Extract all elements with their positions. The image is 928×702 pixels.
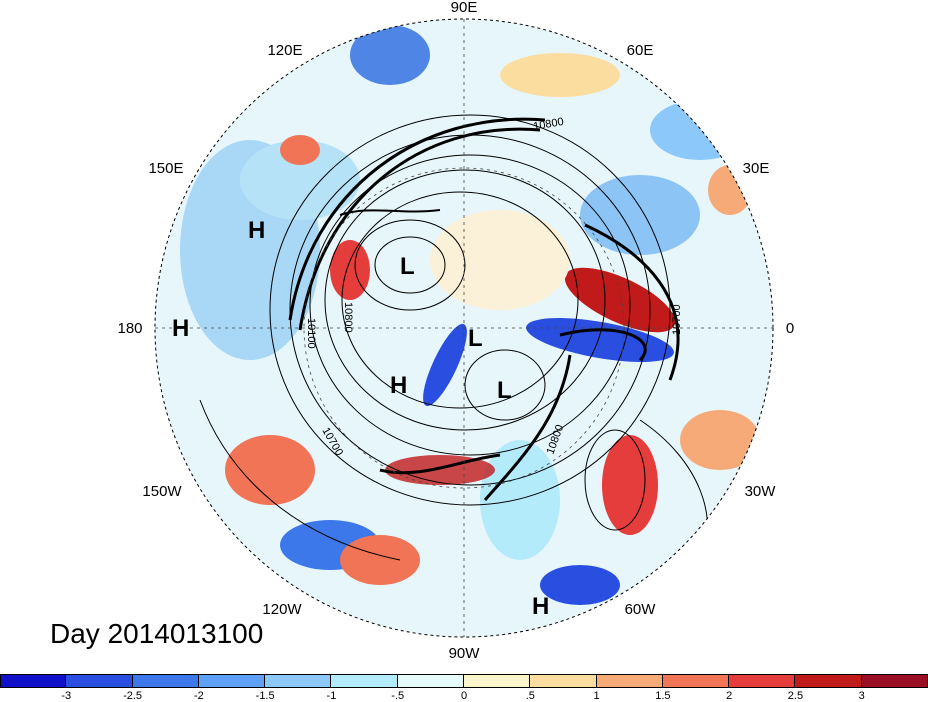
colorbar-swatch xyxy=(530,674,597,688)
contour-label: 10700 xyxy=(671,304,683,335)
colorbar-tick-label: .5 xyxy=(525,690,535,702)
colorbar-swatch xyxy=(596,674,663,688)
anomaly-field xyxy=(155,19,773,637)
high-center-marker: H xyxy=(172,315,189,342)
lon-label-150e: 150E xyxy=(148,160,183,177)
lon-label-120w: 120W xyxy=(262,601,302,618)
map-title: Day 2014013100 xyxy=(50,618,264,649)
lon-label-180: 180 xyxy=(117,320,142,337)
lon-label-90e: 90E xyxy=(451,0,478,16)
colorbar-swatch xyxy=(662,674,730,688)
height-contours xyxy=(199,114,708,561)
colorbar-swatch xyxy=(66,674,133,688)
colorbar-tick-label: 0 xyxy=(460,690,468,702)
colorbar-tick-label: -1 xyxy=(326,690,337,702)
graticule xyxy=(155,19,773,637)
contour-label: 10100 xyxy=(305,318,317,349)
colorbar-swatch xyxy=(198,674,266,688)
low-center-marker: L xyxy=(497,377,512,404)
colorbar-tick-label: -2 xyxy=(193,690,204,702)
colorbar-swatch xyxy=(729,674,796,688)
colorbar-swatch xyxy=(464,674,531,688)
colorbar-swatch xyxy=(795,674,862,688)
high-center-marker: H xyxy=(390,372,407,399)
polar-stereographic-map: 90E 60E 30E 0 30W 60W 90W 120W 150W 180 … xyxy=(117,0,794,662)
lon-label-60w: 60W xyxy=(625,601,657,618)
colorbar-swatch xyxy=(397,674,464,688)
colorbar-tick-label: 2 xyxy=(726,690,733,702)
lon-label-30w: 30W xyxy=(745,483,777,500)
colorbar-tick-label: 1.5 xyxy=(655,690,671,702)
low-center-marker: L xyxy=(468,325,483,352)
lon-label-30e: 30E xyxy=(743,160,770,177)
colorbar-swatch xyxy=(0,674,67,688)
colorbar-swatch xyxy=(265,674,332,688)
pressure-centers: H L L L H H H xyxy=(172,217,549,620)
low-center-marker: L xyxy=(400,253,415,280)
longitude-labels: 90E 60E 30E 0 30W 60W 90W 120W 150W 180 … xyxy=(117,0,794,662)
lon-label-0: 0 xyxy=(786,320,794,337)
high-center-marker: H xyxy=(532,593,549,620)
colorbar-tick-label: 1 xyxy=(593,690,600,702)
colorbar-swatch xyxy=(132,674,199,688)
contour-label: 10800 xyxy=(532,116,564,133)
colorbar-tick-label: -1.5 xyxy=(255,690,275,702)
colorbar-tick-label: -3 xyxy=(61,690,72,702)
lon-label-90w: 90W xyxy=(449,645,481,662)
color-legend: -3 -2.5 -2 -1.5 -1 -.5 0 .5 1 1.5 2 2.5 3 xyxy=(0,674,928,702)
lon-label-120e: 120E xyxy=(267,42,302,59)
colorbar-swatch xyxy=(331,674,398,688)
lon-label-150w: 150W xyxy=(142,483,182,500)
colorbar-tick-label: -.5 xyxy=(391,690,405,702)
colorbar-swatch xyxy=(861,674,928,688)
lon-label-60e: 60E xyxy=(627,42,654,59)
colorbar-tick-label: 3 xyxy=(858,690,865,702)
contour-label: 10800 xyxy=(342,302,354,333)
colorbar-tick-label: 2.5 xyxy=(787,690,804,702)
colorbar-tick-label: -2.5 xyxy=(123,690,143,702)
high-center-marker: H xyxy=(248,217,265,244)
